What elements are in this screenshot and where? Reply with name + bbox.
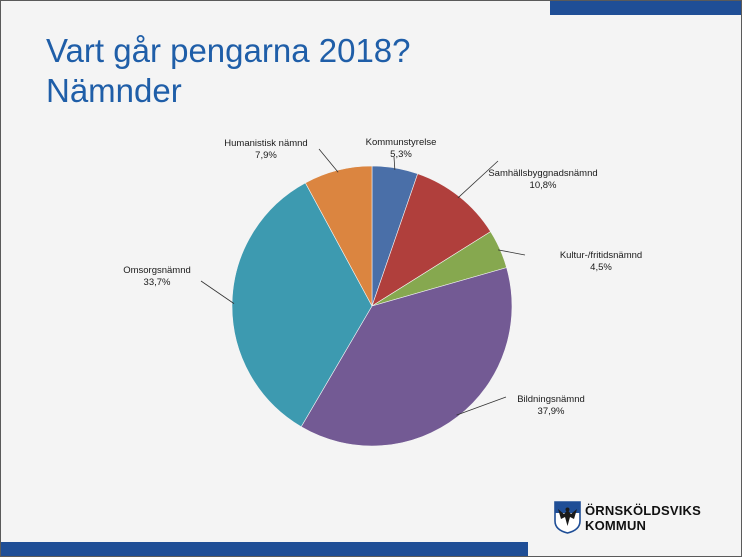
logo-text: ÖRNSKÖLDSVIKS KOMMUN [585,503,701,533]
pie-slice-omsorgsnämnd [231,182,373,428]
slice-label: Omsorgsnämnd [123,265,191,276]
leader-line [457,160,499,199]
bottom-accent-bar [1,542,528,556]
eagle-crest-icon [554,501,581,534]
slice-value-label: 33,7% [144,277,171,288]
leader-line [497,249,526,256]
top-accent-bar [550,1,741,15]
logo-line-2: KOMMUN [585,518,647,533]
slice-label: Samhällsbyggnadsnämnd [488,168,597,179]
pie-slice-humanistisk-nämnd [304,165,373,307]
title-line-1: Vart går pengarna 2018? [46,32,411,69]
slice-value-label: 37,9% [538,406,565,417]
slice-label: Kultur-/fritidsnämnd [560,250,642,261]
slice-label: Humanistisk nämnd [224,138,307,149]
slice-label: Bildningsnämnd [517,394,585,405]
pie-slice-bildningsnämnd [300,267,513,447]
slice-label: Kommunstyrelse [366,137,437,148]
leader-line [393,156,396,170]
municipality-logo: ÖRNSKÖLDSVIKS KOMMUN [554,499,704,539]
leader-line [456,396,507,416]
slice-value-label: 7,9% [255,150,277,161]
title-line-2: Nämnder [46,72,182,109]
slide-title: Vart går pengarna 2018? Nämnder [46,31,411,111]
leader-line [318,148,339,173]
logo-line-1: ÖRNSKÖLDSVIKS [585,503,702,518]
slice-value-label: 4,5% [590,262,612,273]
slice-value-label: 10,8% [530,180,557,191]
leader-line [200,280,235,304]
slice-value-label: 5,3% [390,149,412,160]
